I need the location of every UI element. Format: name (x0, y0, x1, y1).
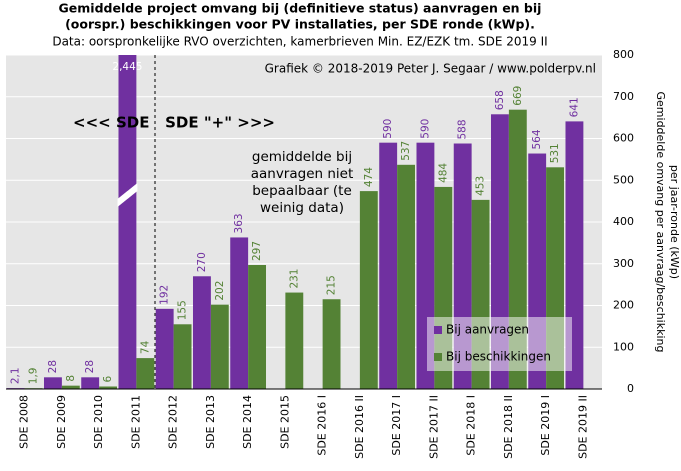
x-tick-label: SDE 2011 (129, 395, 142, 449)
value-label: 6 (102, 375, 114, 382)
legend-label: Bij beschikkingen (446, 350, 551, 364)
x-tick-label: SDE 2019 II (576, 395, 589, 459)
value-label: 531 (549, 143, 561, 163)
value-label: 658 (494, 90, 506, 110)
bar (210, 304, 229, 389)
chart-title: (oorspr.) beschikkingen voor PV installa… (65, 17, 535, 32)
x-tick-label: SDE 2018 II (502, 395, 515, 459)
bar (359, 191, 378, 389)
x-tick-label: SDE 2017 I (390, 395, 403, 456)
value-label: 2,1 (10, 367, 22, 384)
x-tick-label: SDE 2017 II (427, 395, 440, 459)
legend-label: Bij aanvragen (446, 323, 529, 337)
legend-box (427, 317, 572, 371)
value-label: 28 (47, 360, 59, 373)
y-tick-label: 600 (613, 132, 634, 145)
value-label: 537 (400, 141, 412, 161)
legend-swatch (434, 326, 442, 334)
value-label: 588 (457, 119, 469, 139)
bar (99, 386, 118, 389)
bar (230, 237, 249, 389)
value-label: 8 (65, 375, 77, 382)
x-tick-label: SDE 2010 (92, 395, 105, 449)
value-label: 590 (382, 119, 394, 139)
bar (192, 276, 211, 389)
value-label: 564 (531, 129, 543, 149)
value-label: 28 (84, 360, 96, 373)
legend-swatch (434, 353, 442, 361)
annotation: gemiddelde bij (252, 149, 352, 165)
y-tick-label: 400 (613, 215, 634, 228)
value-label: 231 (288, 269, 300, 289)
bar (379, 142, 398, 389)
chart-subtitle: Data: oorspronkelijke RVO overzichten, k… (52, 35, 547, 49)
y-tick-label: 0 (627, 382, 634, 395)
value-label: 202 (214, 281, 226, 301)
value-label: 270 (196, 252, 208, 272)
y-axis-label: per jaar-ronde (kWp) (668, 165, 681, 279)
annotation: weinig data) (260, 200, 344, 216)
value-label: 484 (437, 163, 449, 183)
value-label: 1,9 (28, 368, 40, 385)
x-tick-label: SDE 2008 (18, 395, 31, 449)
value-label: 2,445 (112, 61, 142, 73)
x-tick-label: SDE 2012 (167, 395, 180, 449)
y-tick-label: 800 (613, 48, 634, 61)
bar (248, 265, 267, 389)
bar (285, 292, 304, 389)
value-label: 363 (233, 213, 245, 233)
y-tick-label: 700 (613, 90, 634, 103)
x-tick-label: SDE 2018 I (465, 395, 478, 456)
y-tick-label: 300 (613, 257, 634, 270)
bar (61, 385, 80, 389)
credit: Grafiek © 2018-2019 Peter J. Segaar / ww… (265, 62, 596, 76)
annotation: <<< SDE SDE "+" >>> (73, 114, 275, 132)
bar (155, 308, 174, 389)
y-axis-label: Gemiddelde omvang per aanvraag/beschikki… (654, 92, 667, 353)
value-label: 155 (177, 300, 189, 320)
chart-title: Gemiddelde project omvang bij (definitie… (59, 1, 542, 16)
y-tick-label: 500 (613, 173, 634, 186)
axis-break (117, 183, 138, 207)
bar (322, 299, 341, 389)
value-label: 192 (159, 285, 171, 305)
x-tick-label: SDE 2009 (55, 395, 68, 449)
value-label: 641 (568, 97, 580, 117)
bar (118, 55, 137, 389)
value-label: 590 (419, 119, 431, 139)
value-label: 215 (326, 275, 338, 295)
x-tick-label: SDE 2016 I (316, 395, 329, 456)
x-tick-label: SDE 2013 (204, 395, 217, 449)
x-tick-label: SDE 2014 (241, 395, 254, 449)
x-tick-label: SDE 2019 I (539, 395, 552, 456)
annotation: aanvragen niet (251, 166, 354, 182)
bar (397, 164, 416, 389)
bar (43, 377, 62, 389)
value-label: 297 (251, 241, 263, 261)
value-label: 453 (475, 176, 487, 196)
value-label: 669 (512, 86, 524, 106)
y-tick-label: 100 (613, 340, 634, 353)
value-label: 474 (363, 167, 375, 187)
bar (81, 377, 100, 389)
y-tick-label: 200 (613, 299, 634, 312)
bar (173, 324, 192, 389)
value-label: 74 (139, 340, 151, 354)
annotation: bepaalbaar (te (252, 183, 352, 199)
x-tick-label: SDE 2016 II (353, 395, 366, 459)
x-tick-label: SDE 2015 (278, 395, 291, 449)
bar (136, 358, 155, 389)
